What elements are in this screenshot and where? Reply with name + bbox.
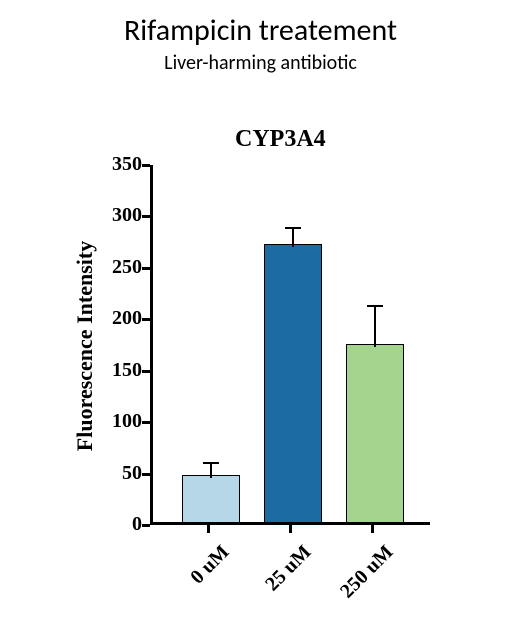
error-bar-stem xyxy=(292,227,294,248)
x-tick-label: 250 uM xyxy=(311,541,398,628)
y-tick-label: 100 xyxy=(92,410,142,433)
y-tick-mark xyxy=(142,473,150,476)
x-tick-mark xyxy=(207,525,210,533)
y-tick-label: 0 xyxy=(92,513,142,536)
y-tick-mark xyxy=(142,215,150,218)
y-tick-mark xyxy=(142,164,150,167)
y-tick-label: 50 xyxy=(92,462,142,485)
bar-chart: CYP3A4 Fluorescence Intensity 0501001502… xyxy=(60,120,460,600)
page-subtitle: Liver-harming antibiotic xyxy=(0,51,521,75)
error-bar-cap xyxy=(367,305,383,307)
title-block: Rifampicin treatement Liver-harming anti… xyxy=(0,0,521,75)
error-bar-cap xyxy=(203,462,219,464)
bar xyxy=(182,475,240,522)
bar xyxy=(264,244,322,522)
x-tick-mark xyxy=(289,525,292,533)
error-bar-cap xyxy=(285,227,301,229)
chart-title: CYP3A4 xyxy=(235,126,326,153)
bar xyxy=(346,344,404,522)
y-tick-label: 250 xyxy=(92,256,142,279)
y-tick-mark xyxy=(142,318,150,321)
y-tick-mark xyxy=(142,421,150,424)
page-title: Rifampicin treatement xyxy=(0,12,521,49)
plot-area xyxy=(150,165,430,525)
error-bar-stem xyxy=(210,462,212,477)
x-tick-label: 0 uM xyxy=(147,541,234,628)
error-bar-stem xyxy=(374,305,376,347)
y-tick-mark xyxy=(142,524,150,527)
x-tick-mark xyxy=(371,525,374,533)
y-tick-label: 200 xyxy=(92,307,142,330)
y-tick-mark xyxy=(142,370,150,373)
y-tick-mark xyxy=(142,267,150,270)
x-tick-label: 25 uM xyxy=(229,541,316,628)
y-tick-label: 300 xyxy=(92,204,142,227)
y-tick-label: 150 xyxy=(92,359,142,382)
y-tick-label: 350 xyxy=(92,153,142,176)
